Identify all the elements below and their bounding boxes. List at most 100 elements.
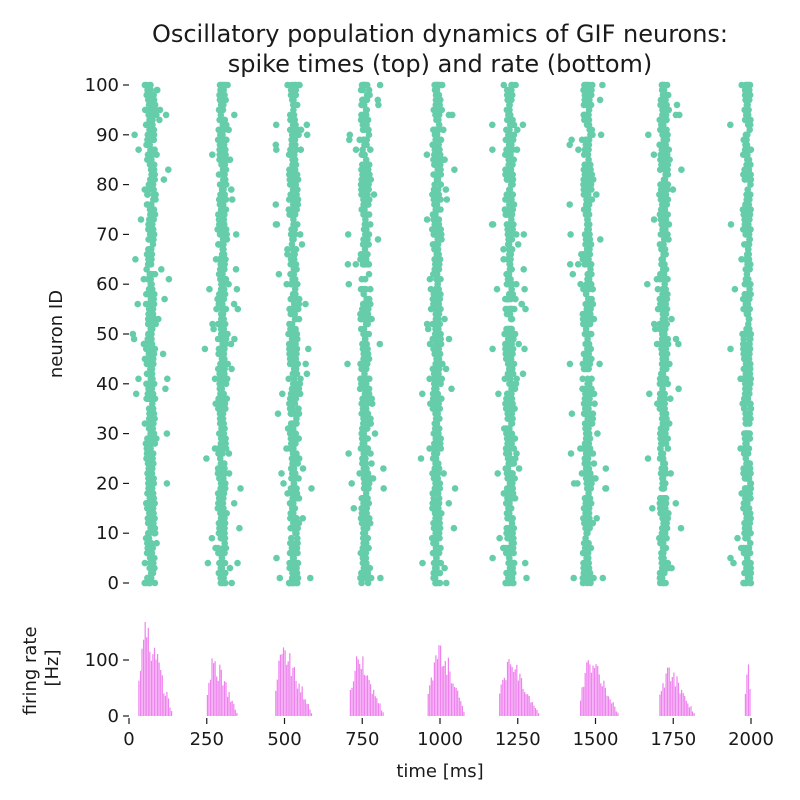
- spike-point: [367, 450, 374, 457]
- spike-point: [144, 136, 151, 144]
- spike-point: [290, 101, 298, 109]
- spike-point: [365, 201, 372, 208]
- spike-point: [380, 485, 388, 492]
- spike-point: [673, 101, 681, 109]
- spike-point: [352, 146, 360, 153]
- spike-point: [659, 375, 667, 383]
- rate-bar: [427, 693, 429, 716]
- spike-point: [290, 485, 297, 492]
- spike-point: [291, 166, 298, 173]
- spike-point: [221, 261, 228, 268]
- spike-point: [360, 524, 368, 532]
- rate-bar: [231, 700, 233, 716]
- spike-point: [217, 275, 224, 283]
- rate-bar: [351, 687, 353, 716]
- spike-point: [434, 430, 442, 437]
- spike-point: [668, 564, 675, 572]
- spike-point: [150, 355, 157, 363]
- rate-bar: [349, 690, 351, 716]
- spike-point: [746, 460, 753, 467]
- spike-point: [295, 315, 303, 323]
- spike-point: [344, 261, 352, 268]
- spike-point: [661, 236, 668, 243]
- rate-bar: [519, 673, 521, 716]
- rate-bar: [219, 664, 221, 716]
- spike-point: [220, 86, 227, 94]
- spike-point: [288, 534, 295, 542]
- spike-point: [440, 470, 448, 477]
- spike-point: [228, 579, 235, 587]
- rate-bar: [307, 704, 309, 716]
- spike-point: [287, 539, 294, 547]
- spike-point: [221, 400, 229, 408]
- rate-bar: [677, 682, 680, 716]
- rate-bar: [309, 709, 311, 716]
- rate-bar: [528, 696, 530, 716]
- spike-point: [746, 335, 753, 343]
- spike-point: [218, 415, 226, 423]
- spike-point: [727, 121, 734, 129]
- spike-point: [362, 216, 369, 223]
- spike-point: [290, 216, 297, 223]
- spike-point: [162, 385, 169, 393]
- spike-point: [221, 510, 228, 517]
- spike-point: [217, 330, 225, 338]
- spike-point: [503, 146, 511, 153]
- rate-bar: [597, 665, 599, 716]
- spike-point: [364, 579, 372, 587]
- rate-bar: [615, 711, 617, 716]
- rate-bar: [220, 669, 222, 716]
- spike-point: [149, 450, 157, 457]
- spike-point: [660, 425, 667, 432]
- spike-point: [505, 236, 512, 243]
- spike-point: [508, 315, 516, 323]
- spike-point: [585, 564, 593, 572]
- spike-point: [146, 181, 153, 188]
- spike-point: [431, 519, 439, 527]
- spike-point: [145, 475, 152, 482]
- spike-point: [744, 445, 751, 452]
- rate-xtick-label: 750: [345, 729, 379, 750]
- spike-point: [434, 161, 442, 168]
- spike-point: [159, 350, 167, 358]
- spike-point: [214, 136, 222, 144]
- rate-bar: [587, 660, 589, 716]
- spike-point: [596, 96, 604, 104]
- spike-point: [745, 505, 752, 512]
- spike-point: [149, 300, 156, 308]
- spike-point: [519, 370, 527, 378]
- spike-point: [361, 121, 369, 129]
- rate-bar: [290, 675, 292, 716]
- rate-bar: [449, 671, 451, 716]
- spike-point: [431, 350, 439, 358]
- rate-bar: [278, 660, 280, 716]
- spike-point: [290, 221, 297, 228]
- rate-bar: [527, 694, 529, 716]
- spike-point: [278, 470, 285, 477]
- spike-point: [148, 375, 156, 383]
- spike-point: [669, 186, 677, 193]
- spike-point: [654, 305, 662, 313]
- spike-point: [361, 151, 368, 158]
- spike-point: [660, 355, 667, 363]
- spike-point: [149, 216, 157, 223]
- spike-point: [508, 305, 516, 313]
- spike-point: [363, 410, 371, 418]
- spike-point: [289, 111, 296, 119]
- spike-point: [147, 81, 154, 89]
- spike-point: [583, 505, 590, 512]
- spike-point: [429, 335, 437, 343]
- spike-point: [150, 91, 157, 99]
- rate-bar: [225, 682, 227, 716]
- spike-point: [653, 340, 661, 348]
- rate-bar: [359, 664, 361, 716]
- spike-point: [147, 146, 154, 153]
- spike-point: [144, 315, 152, 323]
- rate-bar: [155, 659, 157, 716]
- raster-ytick-label: 90: [96, 125, 119, 146]
- spike-point: [352, 261, 360, 268]
- spike-point: [275, 270, 283, 278]
- spike-point: [148, 285, 155, 293]
- spike-point: [368, 395, 376, 403]
- rate-bar: [275, 690, 277, 716]
